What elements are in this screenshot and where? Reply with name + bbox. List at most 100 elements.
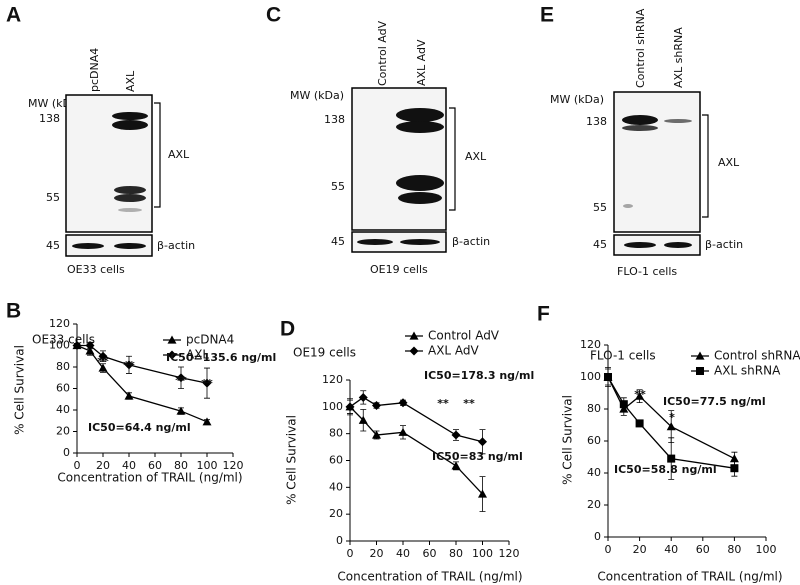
annotation: ** [463,397,475,410]
legend-label: Control AdV [428,329,500,343]
annotation: ** [175,374,187,387]
y-tick-label: 80 [56,360,70,373]
actin-marker: 45 [331,235,345,248]
band [624,242,656,248]
x-axis-label: Concentration of TRAIL (ng/ml) [337,570,522,584]
mw-marker: 138 [586,115,607,128]
y-tick-label: 20 [587,498,601,511]
x-tick-label: 40 [396,547,410,560]
mw-marker: 138 [324,113,345,126]
marker [478,489,487,498]
chart-title: OE33 cells [32,333,95,347]
x-axis-label: Concentration of TRAIL (ng/ml) [597,570,782,584]
x-tick-label: 20 [633,543,647,556]
marker [124,391,134,400]
panel-letter: F [537,303,550,326]
panel-letter: D [280,318,295,341]
y-tick-label: 60 [587,434,601,447]
marker [398,427,408,436]
y-tick-label: 100 [322,400,343,413]
band [114,243,146,249]
band [622,125,658,131]
actin-label: β-actin [705,238,743,251]
marker [98,351,108,361]
x-tick-label: 100 [197,459,218,472]
y-tick-label: 40 [587,466,601,479]
x-tick-label: 100 [756,543,777,556]
x-tick-label: 60 [696,543,710,556]
actin-label: β-actin [157,239,195,252]
marker [604,373,612,381]
mw-marker: 55 [593,201,607,214]
lane-label: AXL shRNA [672,27,685,88]
y-tick-label: 60 [329,454,343,467]
actin-marker: 45 [593,238,607,251]
annotation: IC50=135.6 ng/ml [166,351,276,364]
cell-line: OE33 cells [67,263,125,276]
marker [85,341,95,350]
actin-label: β-actin [452,235,490,248]
mw-marker: 138 [39,112,60,125]
series-line [76,344,208,423]
panel-letter: E [540,4,554,27]
marker [202,378,212,388]
legend-label: AXL AdV [428,344,480,358]
x-tick-label: 40 [122,459,136,472]
mw-marker: 55 [331,180,345,193]
bracket [449,107,456,211]
band [112,112,148,120]
band [400,239,440,245]
blot-panel: E Control shRNA AXL shRNA MW (kDa) 138 55 AXL 4… [540,4,743,278]
x-tick-label: 20 [96,459,110,472]
y-tick-label: 0 [336,534,343,547]
y-axis-label: % Cell Survival [13,345,27,435]
blot [613,91,701,233]
marker [635,419,644,428]
y-tick-label: 20 [329,507,343,520]
lane-label: AXL [124,70,137,92]
legend-marker [695,351,705,360]
lane-label: Control shRNA [634,8,647,88]
blot-panel: C Control AdV AXL AdV MW (kDa) 138 55 AXL 45 β-a… [266,4,490,276]
band [118,208,142,212]
actin-blot [65,234,153,257]
legend-label: pcDNA4 [186,333,234,347]
marker [372,400,381,410]
marker [176,406,186,415]
y-tick-label: 100 [580,370,601,383]
lane-label: pcDNA4 [88,48,101,92]
band [664,119,692,123]
marker [358,415,368,424]
x-tick-label: 80 [449,547,463,560]
band [357,239,393,245]
cell-line: OE19 cells [370,263,428,276]
x-tick-label: 60 [423,547,437,560]
annotation: ** [123,359,135,372]
annotation: IC50=58.8 ng/ml [614,463,717,476]
legend-marker [409,346,419,356]
band [114,186,146,194]
panel-letter: A [6,4,21,27]
panel-letter: B [6,300,21,323]
x-tick-label: 20 [370,547,384,560]
x-tick-label: 0 [605,543,612,556]
chart: F 0 20 40 60 80 100 120 0 20 40 60 80 100 Concentratio… [537,303,800,584]
marker [372,430,381,439]
legend-label: Control shRNA [714,349,800,363]
annotation: * [669,411,675,424]
legend-marker [167,350,177,360]
annotation: IC50=64.4 ng/ml [88,421,191,434]
chart-title: OE19 cells [293,346,356,360]
mw-marker: 55 [46,191,60,204]
marker [398,398,408,408]
y-tick-label: 80 [587,402,601,415]
bracket [702,114,709,218]
band [664,242,692,248]
bracket [154,102,161,208]
legend-label: AXL shRNA [714,364,781,378]
annotation: ** [437,397,449,410]
marker [98,363,108,372]
lane-label: Control AdV [376,20,389,86]
